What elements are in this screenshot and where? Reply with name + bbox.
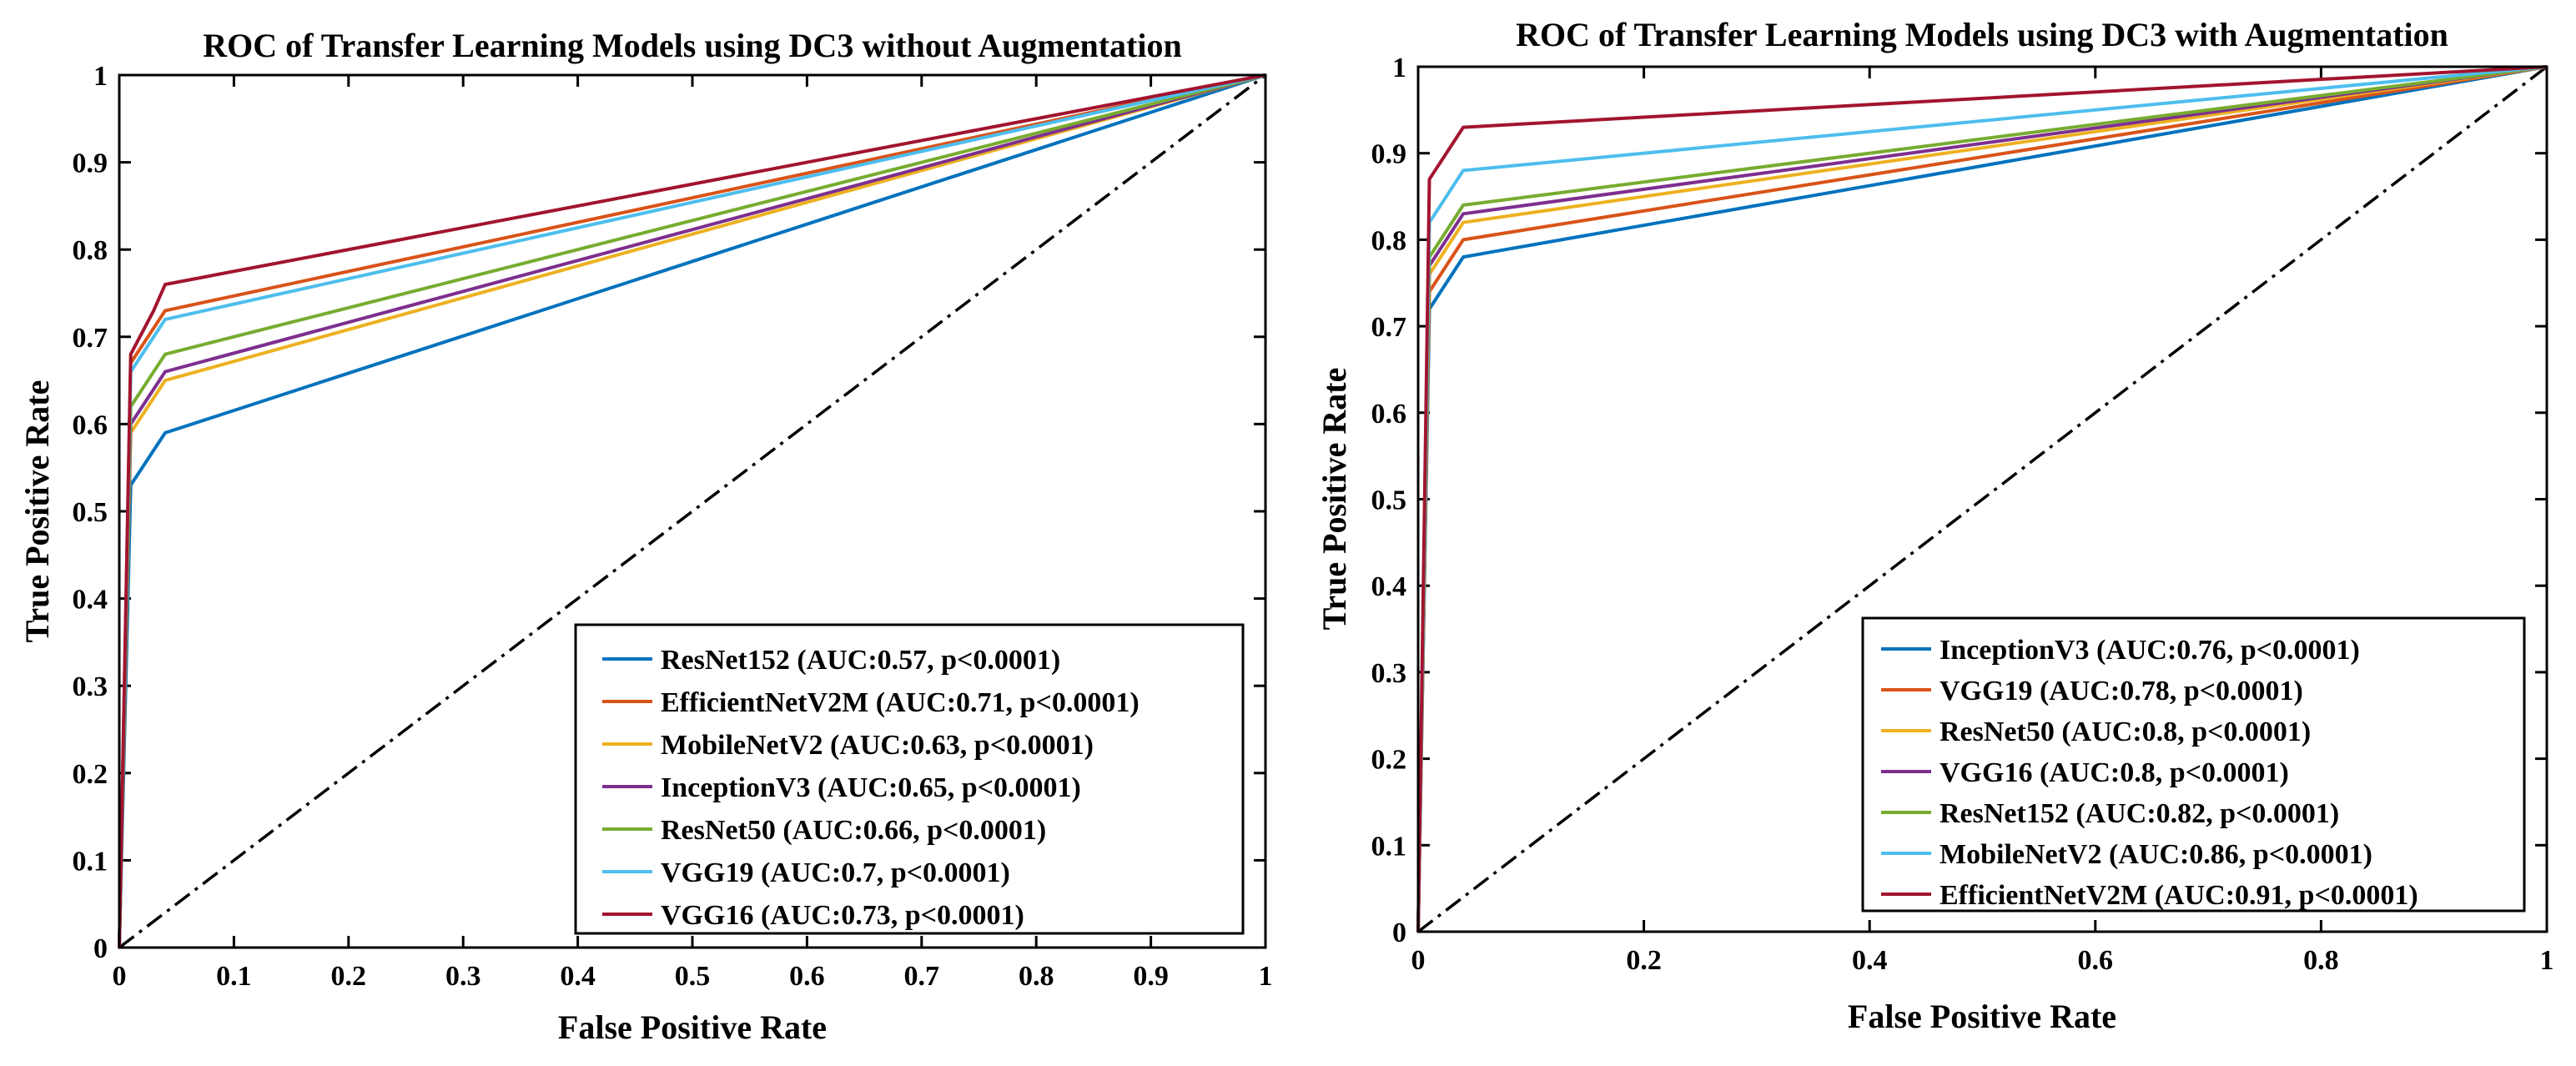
plot-2-reference-line [1416, 65, 2548, 933]
plot-1-ytick-label: 0.4 [73, 585, 108, 616]
plot-2-ylabel: True Positive Rate [1316, 368, 1353, 631]
plot-1-legend-entry-2: EfficientNetV2M (AUC:0.71, p<0.0001) [661, 687, 1140, 718]
plot-1-ytick-label: 0.8 [73, 235, 108, 266]
plot-2-ytick-label: 0.9 [1371, 139, 1407, 170]
plot-1-xtick-label: 0.1 [216, 961, 252, 992]
plot-2-frame [1416, 65, 2548, 933]
plot-2-legend-entry-3: ResNet50 (AUC:0.8, p<0.0001) [1940, 717, 2311, 747]
plot-2-ytick-label: 0.8 [1371, 225, 1407, 256]
plot-1-legend-entry-1: ResNet152 (AUC:0.57, p<0.0001) [661, 645, 1060, 676]
plot-2-legend: InceptionV3 (AUC:0.76, p<0.0001) VGG19 (A… [1861, 616, 2526, 913]
plot-2-legend-entry-1: InceptionV3 (AUC:0.76, p<0.0001) [1940, 635, 2360, 666]
plot-1-frame [118, 73, 1267, 949]
plot-2-series-line-7 [1416, 65, 2548, 933]
plot-1-legend-entry-5: ResNet50 (AUC:0.66, p<0.0001) [661, 815, 1046, 846]
plot-1-ytick-label: 0 [93, 933, 108, 964]
plot-1-ytick-label: 0.9 [73, 148, 108, 179]
plot-2-ytick-label: 1 [1392, 53, 1406, 83]
plot-1-ytick-label: 0.7 [73, 323, 108, 354]
plot-2-ytick-label: 0.6 [1371, 399, 1407, 430]
plot-2-ytick-label: 0.2 [1371, 745, 1407, 776]
plot-2-xtick-label: 0.6 [2078, 945, 2114, 976]
plot-1-ytick-label: 0.2 [73, 759, 108, 790]
plot-1-xlabel: False Positive Rate [558, 1008, 827, 1046]
plot-1-legend-entry-7: VGG16 (AUC:0.73, p<0.0001) [661, 900, 1024, 931]
plot-1-ytick-label: 0.6 [73, 410, 108, 440]
plot-1-xtick-label: 0.6 [789, 961, 825, 992]
plot-1-legend-entry-4: InceptionV3 (AUC:0.65, p<0.0001) [661, 772, 1081, 803]
plot-1-xtick-label: 0.9 [1133, 961, 1169, 992]
plot-2-legend-box [1861, 616, 2526, 913]
plot-1-xtick-label: 1 [1259, 961, 1273, 992]
plot-1-ytick-label: 0.3 [73, 671, 108, 702]
plot-1-xtick-label: 0.8 [1019, 961, 1054, 992]
plot-1-xtick-label: 0.3 [445, 961, 481, 992]
plot-2-legend-entry-5: ResNet152 (AUC:0.82, p<0.0001) [1940, 798, 2339, 829]
plot-1-legend-box [574, 623, 1245, 935]
plot-2-ytick-label: 0.7 [1371, 312, 1407, 343]
plot-1-legend-entry-6: VGG19 (AUC:0.7, p<0.0001) [661, 857, 1010, 888]
plot-2-legend-entry-4: VGG16 (AUC:0.8, p<0.0001) [1940, 757, 2289, 788]
plot-1-legend: ResNet152 (AUC:0.57, p<0.0001) EfficientN… [574, 623, 1245, 935]
plot-1-ytick-label: 1 [93, 61, 108, 92]
plot-1-legend-entry-3: MobileNetV2 (AUC:0.63, p<0.0001) [661, 730, 1094, 761]
plot-2-legend-entry-2: VGG19 (AUC:0.78, p<0.0001) [1940, 676, 2303, 706]
plot-1-ytick-label: 0.1 [73, 846, 108, 877]
plot-2-ytick-label: 0 [1392, 918, 1406, 948]
plot-1: ROC of Transfer Learning Models using DC… [18, 27, 1273, 1046]
plot-2-ytick-label: 0.1 [1371, 831, 1407, 862]
plot-1-title: ROC of Transfer Learning Models using DC… [203, 27, 1181, 64]
plot-2-ytick-label: 0.3 [1371, 658, 1407, 689]
plot-1-xtick-label: 0.7 [904, 961, 940, 992]
plot-1-ytick-label: 0.5 [73, 497, 108, 528]
plot-2-ytick-label: 0.5 [1371, 485, 1407, 516]
plot-1-xtick-label: 0.4 [560, 961, 596, 992]
plot-2-xtick-label: 0.2 [1626, 945, 1662, 976]
plot-1-xtick-label: 0 [113, 961, 127, 992]
plot-1-series-line-7 [118, 73, 1266, 948]
plot-2-xtick-label: 1 [2540, 945, 2554, 976]
plot-2-xtick-label: 0.8 [2303, 945, 2339, 976]
plot-2-ytick-label: 0.4 [1371, 571, 1407, 602]
plot-1-xtick-label: 0.5 [675, 961, 711, 992]
plot-1-xtick-label: 0.2 [331, 961, 367, 992]
plot-1-ylabel: True Positive Rate [18, 380, 56, 643]
plot-2-legend-entry-6: MobileNetV2 (AUC:0.86, p<0.0001) [1940, 839, 2372, 870]
plot-2-legend-entry-7: EfficientNetV2M (AUC:0.91, p<0.0001) [1940, 880, 2418, 911]
plot-2-xlabel: False Positive Rate [1848, 998, 2116, 1035]
plot-2-xtick-label: 0.4 [1852, 945, 1888, 976]
plot-2-title: ROC of Transfer Learning Models using DC… [1516, 16, 2448, 53]
plot-2: ROC of Transfer Learning Models using DC… [1316, 16, 2554, 1035]
plot-1-reference-line [118, 73, 1267, 949]
plot-2-xtick-label: 0 [1411, 945, 1426, 976]
